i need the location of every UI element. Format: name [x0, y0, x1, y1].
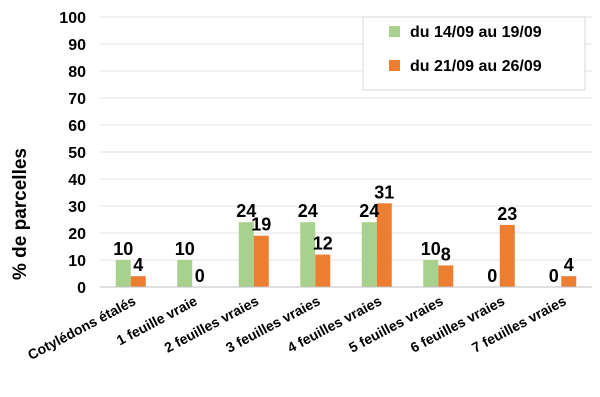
data-label: 10 — [113, 239, 133, 259]
legend-swatch — [389, 60, 400, 71]
data-label: 8 — [441, 244, 451, 264]
data-label: 24 — [236, 201, 256, 221]
y-tick-label: 10 — [68, 253, 86, 270]
data-label: 0 — [487, 266, 497, 286]
bars — [115, 203, 577, 287]
bar — [130, 276, 146, 287]
data-label: 24 — [359, 201, 379, 221]
y-tick-label: 90 — [68, 37, 86, 54]
legend: du 14/09 au 19/09 du 21/09 au 26/09 — [362, 16, 586, 91]
bar — [177, 260, 193, 287]
bar — [438, 265, 454, 287]
data-label: 31 — [374, 182, 394, 202]
bar — [423, 260, 439, 287]
y-tick-label: 50 — [68, 145, 86, 162]
y-tick-label: 100 — [59, 10, 86, 27]
data-label: 0 — [195, 266, 205, 286]
bar — [376, 203, 392, 287]
y-tick-label: 20 — [68, 226, 86, 243]
data-label: 23 — [497, 204, 517, 224]
data-label: 10 — [421, 239, 441, 259]
y-tick-label: 40 — [68, 172, 86, 189]
data-label: 24 — [298, 201, 318, 221]
data-label: 0 — [549, 266, 559, 286]
bar — [115, 260, 131, 287]
legend-swatch — [389, 26, 400, 37]
data-label: 4 — [564, 255, 574, 275]
bar — [300, 222, 316, 287]
bar — [361, 222, 377, 287]
legend-entry: du 21/09 au 26/09 — [410, 58, 542, 75]
data-label: 4 — [133, 255, 143, 275]
y-axis-label: % de parcelles — [10, 148, 31, 280]
data-label: 10 — [175, 239, 195, 259]
bar — [499, 224, 515, 287]
y-tick-label: 70 — [68, 91, 86, 108]
y-tick-label: 0 — [77, 280, 86, 297]
y-axis-ticks: 0 10 20 30 40 50 60 70 80 90 100 — [59, 10, 86, 297]
y-tick-label: 30 — [68, 199, 86, 216]
bar — [315, 254, 331, 287]
legend-entry: du 14/09 au 19/09 — [410, 24, 542, 41]
data-label: 12 — [313, 234, 333, 254]
y-tick-label: 60 — [68, 118, 86, 135]
category-label: Cotylédons étalés — [25, 292, 138, 362]
y-tick-label: 80 — [68, 64, 86, 81]
bar — [238, 222, 254, 287]
data-label: 19 — [251, 215, 271, 235]
bar — [561, 276, 577, 287]
bar — [253, 235, 269, 287]
